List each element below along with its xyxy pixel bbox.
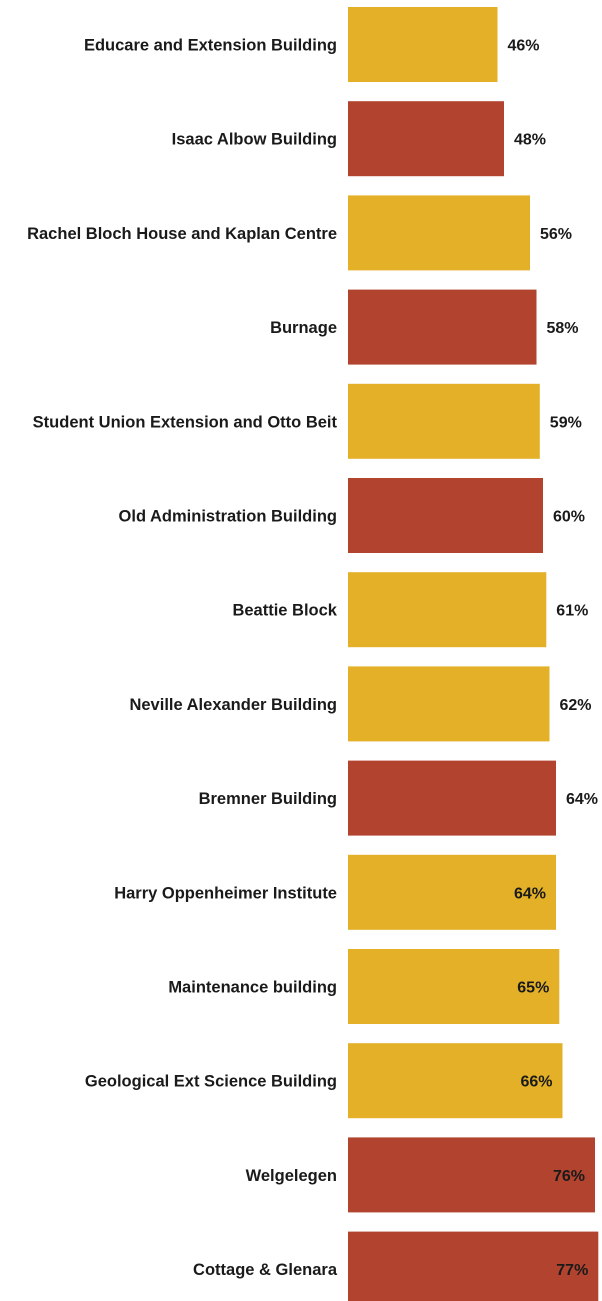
category-label-2: Rachel Bloch House and Kaplan Centre: [27, 225, 337, 243]
bar-6: [348, 572, 547, 648]
value-label-6: 61%: [556, 603, 588, 620]
bar-9: [348, 854, 556, 930]
value-label-2: 56%: [540, 226, 572, 243]
bar-10: [348, 949, 560, 1024]
category-label-12: Welgelegen: [246, 1167, 337, 1185]
bar-1: [348, 101, 504, 177]
value-label-12: 76%: [553, 1168, 585, 1185]
value-label-3: 58%: [547, 320, 579, 337]
category-label-4: Student Union Extension and Otto Beit: [33, 413, 338, 431]
category-label-11: Geological Ext Science Building: [85, 1073, 337, 1091]
value-label-11: 66%: [520, 1074, 552, 1091]
value-label-5: 60%: [553, 509, 585, 526]
category-label-1: Isaac Albow Building: [172, 131, 337, 149]
bar-12: [348, 1137, 595, 1213]
value-label-0: 46%: [508, 38, 540, 55]
category-label-6: Beattie Block: [232, 602, 337, 620]
category-label-5: Old Administration Building: [119, 508, 337, 526]
category-label-10: Maintenance building: [168, 979, 337, 997]
category-label-3: Burnage: [270, 319, 337, 337]
bar-8: [348, 760, 556, 836]
bar-0: [348, 7, 498, 82]
category-label-7: Neville Alexander Building: [129, 696, 337, 714]
value-labels: 46% 48% 56% 58% 59% 60% 61% 62% 64% 64% 65% 66% 76% 7…: [508, 38, 599, 1280]
value-label-13: 77%: [556, 1262, 588, 1279]
bar-13: [348, 1231, 599, 1301]
value-label-9: 64%: [514, 885, 546, 902]
value-label-10: 65%: [517, 980, 549, 997]
category-label-0: Educare and Extension Building: [84, 37, 337, 55]
bar-3: [348, 289, 537, 365]
category-label-8: Bremner Building: [199, 790, 337, 808]
bar-7: [348, 666, 550, 742]
bar-5: [348, 478, 543, 553]
category-label-9: Harry Oppenheimer Institute: [114, 884, 337, 902]
bar-11: [348, 1043, 563, 1119]
bar-2: [348, 195, 530, 271]
bars-group: [348, 7, 599, 1301]
category-label-13: Cottage & Glenara: [193, 1261, 338, 1279]
value-label-7: 62%: [560, 697, 592, 714]
value-label-1: 48%: [514, 132, 546, 149]
value-label-8: 64%: [566, 791, 598, 808]
bar-4: [348, 383, 540, 459]
category-labels: Educare and Extension Building Isaac Albo…: [27, 37, 338, 1280]
value-label-4: 59%: [550, 414, 582, 431]
